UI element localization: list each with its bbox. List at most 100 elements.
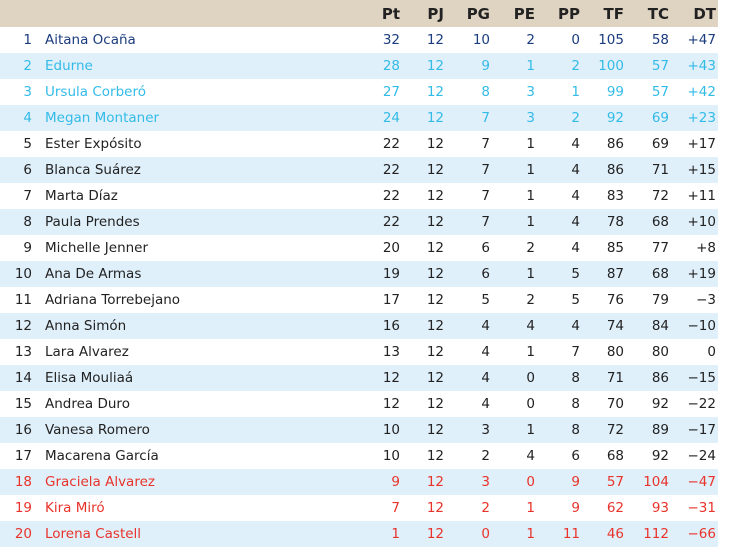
cell-goals-for: 99 (606, 84, 624, 100)
header-won[interactable]: PG (446, 0, 492, 27)
table-row: 18 Graciela Alvarez 9 12 3 0 9 57 104 −47 (0, 469, 718, 495)
cell-name[interactable]: Lorena Castell (32, 521, 358, 547)
cell-name[interactable]: Vanesa Romero (32, 417, 358, 443)
cell-name[interactable]: Lara Alvarez (45, 344, 129, 360)
cell-goal-diff: +8 (696, 240, 716, 256)
cell-played: 12 (426, 500, 444, 516)
header-drawn[interactable]: PE (492, 0, 537, 27)
cell-won: 7 (446, 209, 492, 235)
cell-name[interactable]: Andrea Duro (45, 396, 130, 412)
cell-goal-diff: −17 (671, 417, 718, 443)
cell-goals-for: 105 (598, 32, 624, 48)
cell-name[interactable]: Ursula Corberó (45, 84, 146, 100)
cell-goal-diff: +43 (671, 53, 718, 79)
cell-name[interactable]: Macarena García (45, 448, 159, 464)
cell-drawn: 0 (492, 469, 537, 495)
cell-rank: 20 (0, 521, 32, 547)
cell-played: 12 (426, 188, 444, 204)
cell-name[interactable]: Elisa Mouliaá (32, 365, 358, 391)
cell-played: 12 (426, 240, 444, 256)
cell-won: 7 (481, 188, 490, 204)
cell-points: 24 (358, 105, 402, 131)
cell-won: 7 (446, 105, 492, 131)
cell-won: 8 (481, 84, 490, 100)
cell-lost: 8 (537, 365, 582, 391)
cell-points: 9 (358, 469, 402, 495)
cell-rank: 1 (23, 32, 32, 48)
cell-won: 4 (481, 344, 490, 360)
cell-drawn: 0 (492, 365, 537, 391)
cell-won: 10 (472, 32, 490, 48)
cell-name[interactable]: Anna Simón (32, 313, 358, 339)
header-name[interactable] (32, 0, 358, 27)
cell-lost: 4 (571, 136, 580, 152)
cell-drawn: 1 (492, 53, 537, 79)
cell-rank: 6 (0, 157, 32, 183)
cell-goals-for: 72 (582, 417, 626, 443)
cell-points: 22 (358, 157, 402, 183)
cell-points: 28 (358, 53, 402, 79)
cell-goal-diff: +42 (687, 84, 717, 100)
cell-won: 3 (446, 469, 492, 495)
cell-name[interactable]: Graciela Alvarez (32, 469, 358, 495)
cell-rank: 19 (14, 500, 32, 516)
cell-drawn: 2 (526, 292, 535, 308)
cell-name[interactable]: Marta Díaz (45, 188, 118, 204)
cell-goals-for: 80 (606, 344, 624, 360)
header-row: Pt PJ PG PE PP TF TC DT (0, 0, 718, 27)
cell-played: 12 (426, 448, 444, 464)
cell-played: 12 (402, 105, 446, 131)
cell-rank: 18 (0, 469, 32, 495)
header-played[interactable]: PJ (402, 0, 446, 27)
cell-goal-diff: −31 (687, 500, 717, 516)
cell-drawn: 3 (492, 105, 537, 131)
header-goal-diff[interactable]: DT (671, 0, 718, 27)
header-goals-against[interactable]: TC (626, 0, 671, 27)
table-row: 2 Edurne 28 12 9 1 2 100 57 +43 (0, 53, 718, 79)
cell-drawn: 2 (526, 32, 535, 48)
cell-name[interactable]: Edurne (32, 53, 358, 79)
cell-name[interactable]: Kira Miró (45, 500, 105, 516)
standings-table: Pt PJ PG PE PP TF TC DT 1 Aitana Ocaña 32 12 10 2 0 10… (0, 0, 718, 547)
cell-drawn: 3 (526, 84, 535, 100)
cell-rank: 5 (23, 136, 32, 152)
table-row: 3 Ursula Corberó 27 12 8 3 1 99 57 +42 (0, 79, 718, 105)
cell-lost: 6 (571, 448, 580, 464)
cell-name[interactable]: Michelle Jenner (45, 240, 149, 256)
header-goals-for[interactable]: TF (582, 0, 626, 27)
table-row: 17 Macarena García 10 12 2 4 6 68 92 −24 (0, 443, 718, 469)
cell-goal-diff: −24 (687, 448, 717, 464)
cell-points: 16 (358, 313, 402, 339)
cell-goals-for: 68 (606, 448, 624, 464)
table-row: 8 Paula Prendes 22 12 7 1 4 78 68 +10 (0, 209, 718, 235)
cell-played: 12 (402, 53, 446, 79)
cell-name[interactable]: Aitana Ocaña (45, 32, 136, 48)
cell-goal-diff: +23 (671, 105, 718, 131)
cell-goals-for: 76 (606, 292, 624, 308)
cell-name[interactable]: Paula Prendes (32, 209, 358, 235)
cell-goals-for: 57 (582, 469, 626, 495)
cell-goals-against: 71 (626, 157, 671, 183)
cell-points: 22 (382, 136, 400, 152)
cell-won: 5 (481, 292, 490, 308)
header-rank[interactable] (0, 0, 32, 27)
cell-name[interactable]: Adriana Torrebejano (45, 292, 181, 308)
cell-name[interactable]: Blanca Suárez (32, 157, 358, 183)
table-row: 16 Vanesa Romero 10 12 3 1 8 72 89 −17 (0, 417, 718, 443)
header-points[interactable]: Pt (358, 0, 402, 27)
cell-drawn: 1 (492, 157, 537, 183)
cell-goals-against: 80 (651, 344, 669, 360)
cell-points: 1 (358, 521, 402, 547)
cell-played: 12 (402, 157, 446, 183)
cell-points: 22 (358, 209, 402, 235)
cell-name[interactable]: Ana De Armas (32, 261, 358, 287)
cell-rank: 2 (0, 53, 32, 79)
cell-name[interactable]: Ester Expósito (45, 136, 142, 152)
cell-points: 20 (382, 240, 400, 256)
header-lost[interactable]: PP (537, 0, 582, 27)
cell-won: 4 (481, 396, 490, 412)
cell-goals-against: 79 (651, 292, 669, 308)
cell-drawn: 0 (526, 396, 535, 412)
cell-name[interactable]: Megan Montaner (32, 105, 358, 131)
cell-won: 6 (481, 240, 490, 256)
